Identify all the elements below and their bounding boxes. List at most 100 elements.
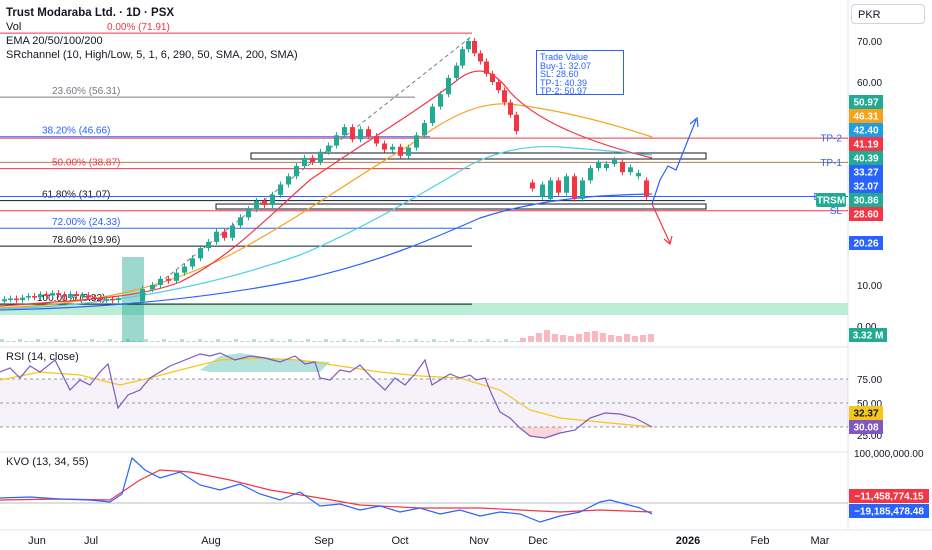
volume-bar [480,341,484,342]
symbol-tag-label: TRSM [817,196,845,207]
symbol-tag [816,193,846,207]
candle-body [198,248,203,259]
candle-body [140,289,145,302]
candle-body [460,49,465,66]
fib-retracement[interactable]: 0.00% (71.91) 23.60% (56.31) 38.20% (46.66… [0,22,705,305]
trade-box-title: Trade Value [540,52,589,62]
volume-bar [414,339,418,342]
volume-bar [126,339,130,342]
candle-body [636,173,641,177]
volume-bar [18,339,22,342]
trade-label-tp1: TP-1 [820,158,842,169]
time-axis[interactable]: Jun Jul Aug Sep Oct Nov Dec 2026 Feb Mar [28,535,830,547]
ema-legend[interactable]: EMA 20/50/100/200 [6,35,103,47]
volume-bar [456,341,460,342]
volume-bar [210,341,214,342]
volume-tag [849,328,887,342]
volume-bar [468,339,472,342]
candle-body [44,294,49,296]
time-tick-label: 2026 [676,535,700,547]
candle-body [310,157,315,162]
rsi-tick-label: 50.00 [857,399,882,410]
candle-body [508,102,513,115]
volume-bar [276,341,280,342]
time-tick-label: Jul [84,535,98,547]
volume-bar [438,341,442,342]
candle-body [342,127,347,136]
price-candles[interactable] [2,38,649,305]
volume-bar [312,341,316,342]
price-tag [849,193,883,207]
candle-body [116,298,121,301]
volume-bar [204,341,208,342]
price-tag [849,109,883,123]
volume-bar [264,341,268,342]
price-tag [849,151,883,165]
volume-bar [228,341,232,342]
fib-label-7: 100.00% (5.82) [37,293,105,304]
volume-bar [54,339,58,342]
volume-bar [234,339,238,342]
candle-body [246,209,251,218]
volume-bar [222,341,226,342]
kvo-axis[interactable]: 100,000,000.00 −11,458,774.15 −19,185,478.… [849,449,929,518]
srchannel-legend[interactable]: SRchannel (10, High/Low, 5, 1, 6, 290, 5… [6,49,298,61]
volume-bar [354,341,358,342]
candle-body [382,143,387,150]
volume-bar [510,341,514,342]
time-tick-label: Sep [314,535,334,547]
volume-bar [12,341,16,342]
volume-bar [300,341,304,342]
volume-bar [560,335,566,342]
volume-bar [372,341,376,342]
price-axis[interactable]: 70.00 60.00 10.00 0.00 [857,37,882,333]
volume-bar [584,332,590,342]
volume-bar [150,341,154,342]
ema-20-line [0,70,653,307]
candle-body [110,298,115,301]
fib-label-1: 23.60% (56.31) [52,86,120,97]
candle-body [254,200,259,210]
rsi-axis[interactable]: 75.00 50.00 25.00 32.37 30.08 [849,375,883,442]
fib-label-0: 0.00% (71.91) [107,22,170,33]
breakout-volume-highlight [122,257,144,342]
volume-bar [420,341,424,342]
candle-body [326,145,331,152]
volume-bar [30,341,34,342]
candle-body [74,293,79,297]
candle-body [26,296,31,298]
candle-body [270,194,275,205]
symbol-title[interactable]: Trust Modaraba Ltd. · 1D · PSX [6,7,175,19]
volume-bar [600,333,606,342]
volume-bar [66,341,70,342]
volume-bar [498,341,502,342]
kvo-title[interactable]: KVO (13, 34, 55) [6,456,89,468]
volume-bar [240,341,244,342]
candle-body [556,180,561,193]
price-tag [849,137,883,151]
volume-legend[interactable]: Vol [6,21,22,33]
volume-bar [36,339,40,342]
volume-bar [174,341,178,342]
rsi-tag-label: 30.08 [853,423,878,434]
candle-body [222,231,227,238]
volume-bar [216,339,220,342]
candle-body [38,294,43,298]
rsi-line [0,352,653,439]
trade-box-sl: SL: 28.60 [540,69,579,79]
projection-down-arrowhead [663,235,673,246]
fib-label-4: 61.80% (31.07) [42,190,110,201]
candle-body [206,241,211,249]
trade-levels[interactable]: TP-2TP-1BUY-1SL [0,134,848,218]
time-tick-label: Mar [811,535,830,547]
price-tag-label: 20.26 [853,239,878,250]
rsi-title[interactable]: RSI (14, close) [6,351,79,363]
volume-bar [474,341,478,342]
price-tag-label: 46.31 [853,112,878,123]
volume-bar [78,341,82,342]
volume-bar [324,339,328,342]
projection-up-arrowhead [689,116,699,128]
volume-bar [544,330,550,342]
currency-selector[interactable]: PKR [851,4,925,24]
